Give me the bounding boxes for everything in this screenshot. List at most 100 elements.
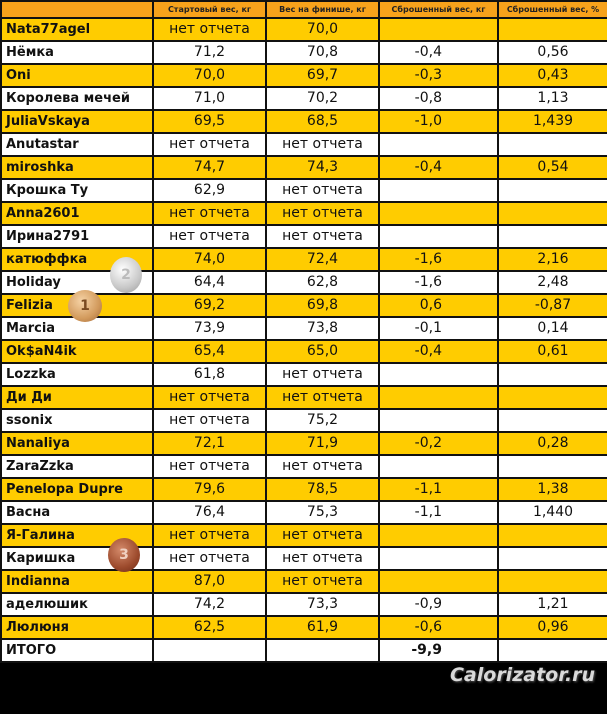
cell-lost-percent: 2,48 <box>497 270 607 295</box>
cell-lost-percent: 0,14 <box>497 316 607 341</box>
table-row: ZaraZzka нет отчета нет отчета <box>0 454 607 479</box>
cell-start-weight: 74,2 <box>152 592 267 617</box>
empty-cell <box>152 638 267 663</box>
table-row: Ok$aN4ik 65,4 65,0 -0,4 0,61 <box>0 339 607 364</box>
cell-lost-kg: -1,6 <box>378 270 499 295</box>
cell-finish-weight: 73,3 <box>265 592 380 617</box>
cell-finish-weight: 68,5 <box>265 109 380 134</box>
table-row: катюффка 74,0 72,4 -1,6 2,16 <box>0 247 607 272</box>
watermark: Calorizator.ru <box>449 664 595 686</box>
table-row: Anutastar нет отчета нет отчета <box>0 132 607 157</box>
cell-participant: ssonix <box>0 408 154 433</box>
cell-start-weight: нет отчета <box>152 408 267 433</box>
cell-lost-percent: 0,56 <box>497 40 607 65</box>
cell-lost-kg <box>378 454 499 479</box>
cell-lost-kg <box>378 362 499 387</box>
silver-medal-icon: 2 <box>110 257 142 293</box>
cell-finish-weight: 70,8 <box>265 40 380 65</box>
header-lost-kg: Сброшенный вес, кг <box>378 0 499 19</box>
header-participant <box>0 0 154 19</box>
cell-participant: Marcia <box>0 316 154 341</box>
cell-finish-weight: 75,3 <box>265 500 380 525</box>
cell-finish-weight: нет отчета <box>265 454 380 479</box>
cell-start-weight: 64,4 <box>152 270 267 295</box>
header-start-weight: Стартовый вес, кг <box>152 0 267 19</box>
table-row: miroshka 74,7 74,3 -0,4 0,54 <box>0 155 607 180</box>
cell-lost-percent <box>497 224 607 249</box>
cell-start-weight: нет отчета <box>152 224 267 249</box>
cell-lost-percent: 0,28 <box>497 431 607 456</box>
cell-start-weight: 62,9 <box>152 178 267 203</box>
table-row: аделюшик 74,2 73,3 -0,9 1,21 <box>0 592 607 617</box>
cell-lost-kg <box>378 408 499 433</box>
cell-finish-weight: 73,8 <box>265 316 380 341</box>
cell-participant: Ok$aN4ik <box>0 339 154 364</box>
cell-participant: Lozzka <box>0 362 154 387</box>
gold-medal-icon: 1 <box>68 290 102 322</box>
cell-participant: Nata77agel <box>0 17 154 42</box>
cell-start-weight: 72,1 <box>152 431 267 456</box>
cell-lost-percent: 1,439 <box>497 109 607 134</box>
cell-lost-percent <box>497 408 607 433</box>
weight-loss-table: Стартовый вес, кг Вес на финише, кг Сброше… <box>0 0 607 663</box>
cell-start-weight: 70,0 <box>152 63 267 88</box>
cell-lost-percent: 2,16 <box>497 247 607 272</box>
cell-lost-percent: 0,61 <box>497 339 607 364</box>
cell-finish-weight: нет отчета <box>265 362 380 387</box>
cell-finish-weight: нет отчета <box>265 385 380 410</box>
cell-start-weight: 69,2 <box>152 293 267 318</box>
cell-lost-kg <box>378 17 499 42</box>
cell-start-weight: нет отчета <box>152 454 267 479</box>
table-row: Oni 70,0 69,7 -0,3 0,43 <box>0 63 607 88</box>
cell-finish-weight: 65,0 <box>265 339 380 364</box>
cell-start-weight: нет отчета <box>152 523 267 548</box>
header-lost-percent: Сброшенный вес, % <box>497 0 607 19</box>
cell-participant: Люлюня <box>0 615 154 640</box>
cell-lost-percent: -0,87 <box>497 293 607 318</box>
table-row: ssonix нет отчета 75,2 <box>0 408 607 433</box>
table-row: Королева мечей 71,0 70,2 -0,8 1,13 <box>0 86 607 111</box>
cell-participant: аделюшик <box>0 592 154 617</box>
cell-lost-kg <box>378 132 499 157</box>
cell-lost-kg: -0,4 <box>378 155 499 180</box>
table-row: Indianna 87,0 нет отчета <box>0 569 607 594</box>
cell-lost-percent: 1,440 <box>497 500 607 525</box>
cell-finish-weight: нет отчета <box>265 224 380 249</box>
cell-start-weight: 61,8 <box>152 362 267 387</box>
table-row: Крошка Ту 62,9 нет отчета <box>0 178 607 203</box>
cell-participant: ZaraZzka <box>0 454 154 479</box>
table-row: Ирина2791 нет отчета нет отчета <box>0 224 607 249</box>
cell-lost-percent <box>497 546 607 571</box>
cell-lost-kg: -1,6 <box>378 247 499 272</box>
cell-lost-percent <box>497 132 607 157</box>
table-row: Penelopa Dupre 79,6 78,5 -1,1 1,38 <box>0 477 607 502</box>
cell-participant: Нёмка <box>0 40 154 65</box>
cell-finish-weight: 69,7 <box>265 63 380 88</box>
cell-start-weight: 62,5 <box>152 615 267 640</box>
cell-participant: JuliaVskaya <box>0 109 154 134</box>
cell-finish-weight: 70,2 <box>265 86 380 111</box>
table-row: Marcia 73,9 73,8 -0,1 0,14 <box>0 316 607 341</box>
table-row: JuliaVskaya 69,5 68,5 -1,0 1,439 <box>0 109 607 134</box>
cell-finish-weight: 78,5 <box>265 477 380 502</box>
table-row: Ди Ди нет отчета нет отчета <box>0 385 607 410</box>
cell-participant: Васна <box>0 500 154 525</box>
cell-finish-weight: нет отчета <box>265 178 380 203</box>
cell-lost-kg <box>378 201 499 226</box>
table-row: Anna2601 нет отчета нет отчета <box>0 201 607 226</box>
cell-start-weight: 76,4 <box>152 500 267 525</box>
cell-lost-kg <box>378 178 499 203</box>
cell-participant: Anna2601 <box>0 201 154 226</box>
cell-lost-kg: 0,6 <box>378 293 499 318</box>
table-row: Люлюня 62,5 61,9 -0,6 0,96 <box>0 615 607 640</box>
cell-participant: Крошка Ту <box>0 178 154 203</box>
cell-lost-kg: -0,9 <box>378 592 499 617</box>
header-finish-weight: Вес на финише, кг <box>265 0 380 19</box>
cell-finish-weight: нет отчета <box>265 569 380 594</box>
cell-start-weight: нет отчета <box>152 17 267 42</box>
table-row: Nanaliya 72,1 71,9 -0,2 0,28 <box>0 431 607 456</box>
cell-participant: Indianna <box>0 569 154 594</box>
cell-finish-weight: 72,4 <box>265 247 380 272</box>
cell-lost-kg: -0,4 <box>378 339 499 364</box>
